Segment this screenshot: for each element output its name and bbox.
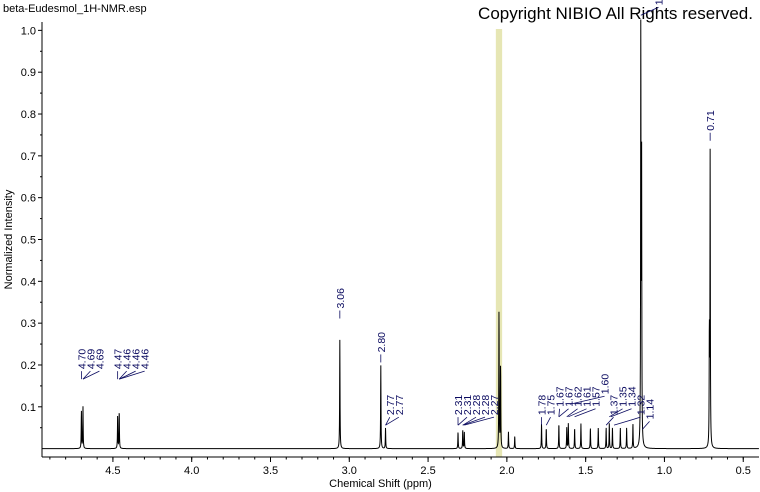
copyright-notice: Copyright NIBIO All Rights reserved. — [478, 4, 753, 23]
peak-label-leader — [385, 416, 400, 426]
peak-label: 2.80 — [376, 332, 388, 353]
peak-label-leader — [558, 408, 569, 418]
peak-label: 0.71 — [705, 110, 717, 131]
y-tick-label: 0.4 — [21, 276, 36, 288]
y-tick-label: 0.8 — [21, 109, 36, 121]
peak-label: 4.69 — [85, 349, 97, 370]
peak-label: 1.75 — [546, 395, 558, 416]
peak-label-leader — [609, 408, 623, 418]
peak-label: 2.28 — [480, 395, 492, 416]
peak-label: 1.67 — [564, 386, 576, 407]
peak-label: 4.46 — [122, 349, 134, 370]
peak-label: 2.28 — [471, 395, 483, 416]
peak-label-leader — [457, 416, 468, 426]
peak-label: 1.78 — [537, 395, 549, 416]
peak-label: 1.15 — [654, 0, 666, 5]
y-tick-label: 0.5 — [21, 235, 36, 247]
peak-label-leader — [605, 416, 614, 426]
peak-label: 1.67 — [555, 386, 567, 407]
y-tick-label: 0.1 — [21, 402, 36, 414]
x-tick-label: 4.5 — [105, 465, 120, 477]
peak-label: 1.37 — [609, 395, 621, 416]
peak-label-leader — [640, 6, 659, 16]
x-tick-label: 1.0 — [657, 465, 672, 477]
peak-label-leader — [82, 370, 91, 380]
y-tick-label: 0.6 — [21, 193, 36, 205]
peak-label-leader — [568, 408, 587, 418]
peak-label: 1.32 — [636, 395, 648, 416]
peak-label: 1.34 — [627, 386, 639, 407]
y-tick-label: 0.7 — [21, 151, 36, 163]
peak-label-leader — [119, 370, 145, 380]
peak-label-leader — [558, 408, 560, 417]
peak-label: 1.60 — [600, 374, 612, 395]
peak-label-leader — [462, 416, 477, 426]
y-tick-label: 0.9 — [21, 67, 36, 79]
peak-label-leader — [462, 416, 486, 426]
peak-label: 4.47 — [113, 349, 125, 370]
peak-label-leader — [642, 421, 650, 430]
x-tick-label: 0.5 — [736, 465, 751, 477]
peak-label-leader — [118, 370, 127, 380]
peak-label: 2.27 — [489, 395, 501, 416]
x-tick-label: 3.5 — [263, 465, 278, 477]
peak-label: 1.57 — [591, 386, 603, 407]
peak-label: 2.77 — [385, 395, 397, 416]
x-axis-label: Chemical Shift (ppm) — [329, 478, 432, 490]
peak-label: 2.31 — [453, 395, 465, 416]
peak-label: 4.46 — [140, 349, 152, 370]
peak-label-leader — [82, 370, 100, 380]
peak-label: 1.61 — [582, 386, 594, 407]
peak-label-leader — [610, 408, 632, 418]
peak-label-leader — [545, 416, 551, 426]
peak-label: 1.14 — [645, 399, 657, 420]
x-tick-label: 3.0 — [342, 465, 357, 477]
peak-label-leader — [569, 395, 605, 405]
peak-label-leader — [574, 408, 596, 418]
y-axis-label: Normalized Intensity — [3, 189, 15, 289]
peak-label: 4.69 — [94, 349, 106, 370]
peak-label-leader — [613, 416, 641, 426]
peak-label: 4.46 — [131, 349, 143, 370]
spectrum-line — [42, 19, 759, 450]
peak-label: 1.35 — [618, 386, 630, 407]
y-tick-label: 0.3 — [21, 318, 36, 330]
x-tick-label: 2.0 — [499, 465, 514, 477]
y-tick-label: 0.2 — [21, 360, 36, 372]
peak-label-leader — [385, 416, 391, 426]
file-title: beta-Eudesmol_1H-NMR.esp — [3, 3, 147, 15]
peak-label: 3.06 — [335, 288, 347, 309]
x-tick-label: 2.5 — [420, 465, 435, 477]
peak-label: 2.77 — [394, 395, 406, 416]
peak-label-leader — [119, 370, 136, 380]
peak-label: 4.70 — [76, 349, 88, 370]
x-tick-label: 1.5 — [578, 465, 593, 477]
x-tick-label: 4.0 — [184, 465, 199, 477]
peak-label-leader — [566, 408, 578, 418]
y-tick-label: 1.0 — [21, 25, 36, 37]
solvent-highlight-band — [495, 29, 503, 457]
peak-label: 2.31 — [462, 395, 474, 416]
peak-label-leader — [464, 416, 495, 426]
